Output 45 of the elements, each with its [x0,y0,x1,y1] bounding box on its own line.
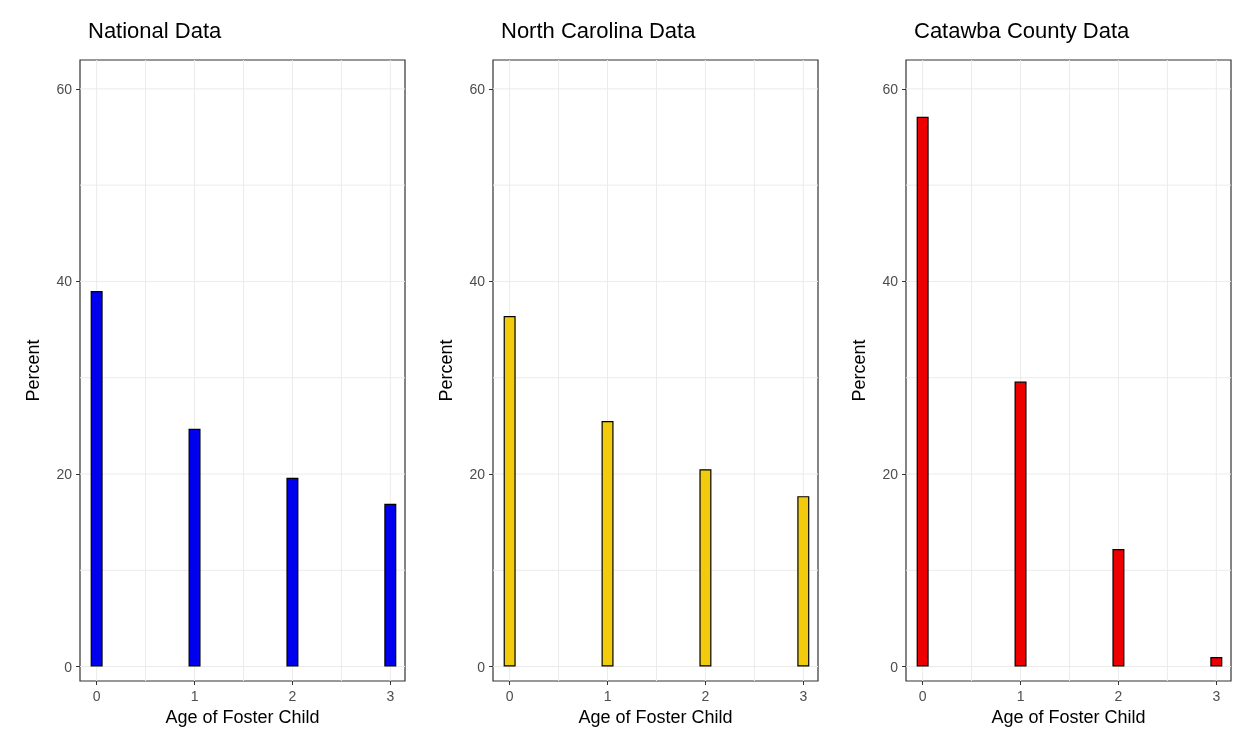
x-tick-label: 3 [799,688,808,704]
y-tick-label: 60 [56,80,73,97]
bar [90,291,103,667]
bar [286,477,299,667]
bar [1210,656,1223,667]
bar [503,316,516,667]
bar [1112,549,1125,667]
chart-title: National Data [88,17,223,43]
y-tick-label: 0 [890,658,899,675]
chart-title: North Carolina Data [501,17,697,43]
y-tick-label: 40 [882,273,899,290]
x-tick-label: 2 [701,688,710,704]
x-tick-label: 3 [1212,688,1221,704]
y-tick-label: 60 [469,80,486,97]
bar [384,503,397,667]
x-tick-label: 0 [92,688,101,704]
x-tick-label: 0 [918,688,927,704]
x-tick-label: 2 [1114,688,1123,704]
y-tick-label: 60 [882,80,899,97]
bar [1014,381,1027,667]
y-tick-label: 20 [882,466,899,482]
y-axis-title: Percent [23,339,43,402]
x-tick-label: 3 [386,688,395,704]
x-tick-label: 1 [1016,688,1025,704]
x-tick-label: 1 [603,688,612,704]
y-axis-title: Percent [436,339,456,402]
y-tick-label: 40 [469,273,486,290]
y-axis-title: Percent [849,339,869,402]
bar [797,496,810,667]
x-axis-title: Age of Foster Child [165,706,320,727]
y-tick-label: 20 [469,466,486,482]
y-tick-label: 0 [64,658,73,675]
y-tick-label: 0 [477,658,486,675]
y-tick-label: 20 [56,466,73,482]
bar [916,116,929,667]
bar [699,469,712,667]
bar [601,421,614,667]
x-tick-label: 0 [505,688,514,704]
x-tick-label: 2 [288,688,297,704]
x-axis-title: Age of Foster Child [578,706,733,727]
x-axis-title: Age of Foster Child [991,706,1146,727]
x-tick-label: 1 [190,688,199,704]
y-tick-label: 40 [56,273,73,290]
bar [188,428,201,667]
chart-title: Catawba County Data [914,17,1130,43]
